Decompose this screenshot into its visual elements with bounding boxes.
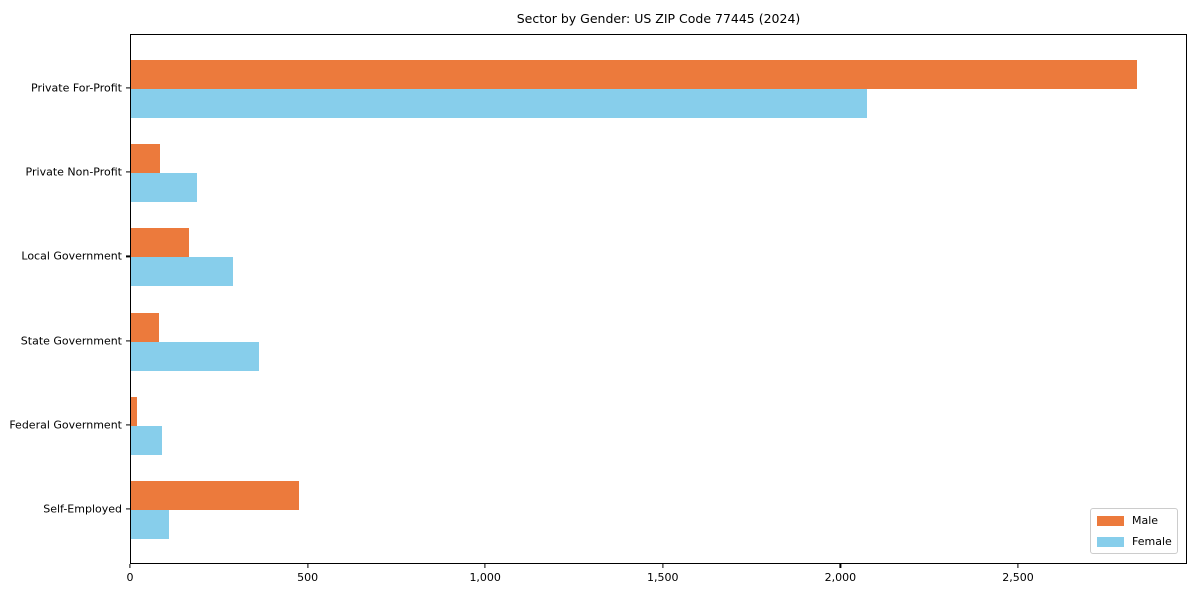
legend-item-female: Female bbox=[1097, 535, 1172, 548]
bar-male-federal-government bbox=[131, 396, 138, 426]
y-tick-mark bbox=[126, 340, 130, 342]
y-tick-label-self-employed: Self-Employed bbox=[43, 502, 122, 516]
x-tick-label-1-500: 1,500 bbox=[647, 571, 679, 584]
bar-female-self-employed bbox=[131, 510, 169, 539]
y-tick-mark bbox=[126, 424, 130, 426]
x-tick-mark bbox=[1017, 564, 1019, 568]
bar-female-state-government bbox=[131, 341, 259, 371]
bar-female-private-non-profit bbox=[131, 173, 198, 203]
bar-female-federal-government bbox=[131, 425, 162, 455]
x-tick-mark bbox=[129, 564, 131, 568]
bar-male-state-government bbox=[131, 312, 160, 342]
y-tick-label-private-for-profit: Private For-Profit bbox=[31, 81, 122, 95]
x-tick-label-0: 0 bbox=[126, 571, 134, 584]
bar-male-self-employed bbox=[131, 481, 299, 510]
y-tick-mark bbox=[126, 87, 130, 89]
legend-label-male: Male bbox=[1132, 514, 1159, 527]
legend-item-male: Male bbox=[1097, 515, 1171, 526]
bar-male-private-for-profit bbox=[131, 60, 1137, 89]
legend: Male Female bbox=[1090, 508, 1178, 554]
x-tick-mark bbox=[307, 564, 309, 568]
y-tick-mark bbox=[126, 171, 130, 173]
x-tick-label-2-000: 2,000 bbox=[824, 571, 857, 584]
y-tick-label-state-government: State Government bbox=[20, 334, 122, 348]
y-tick-label-private-non-profit: Private Non-Profit bbox=[25, 165, 122, 179]
bar-male-private-non-profit bbox=[131, 144, 161, 174]
plot-area bbox=[130, 34, 1187, 564]
bar-female-private-for-profit bbox=[131, 89, 867, 118]
x-tick-label-2-500: 2,500 bbox=[1002, 571, 1034, 584]
legend-swatch-male bbox=[1097, 515, 1124, 526]
bar-female-local-government bbox=[131, 257, 234, 287]
x-tick-mark bbox=[484, 564, 486, 568]
y-tick-label-local-government: Local Government bbox=[21, 249, 122, 263]
legend-label-female: Female bbox=[1132, 535, 1172, 548]
y-tick-mark bbox=[126, 255, 130, 257]
chart-title: Sector by Gender: US ZIP Code 77445 (202… bbox=[516, 11, 801, 26]
y-tick-label-federal-government: Federal Government bbox=[9, 418, 122, 432]
bar-male-local-government bbox=[131, 228, 190, 258]
y-tick-mark bbox=[126, 508, 130, 510]
x-tick-label-500: 500 bbox=[297, 571, 319, 584]
x-tick-mark bbox=[662, 564, 664, 568]
legend-swatch-female bbox=[1097, 536, 1124, 547]
x-tick-label-1-000: 1,000 bbox=[469, 571, 501, 584]
x-tick-mark bbox=[839, 564, 841, 568]
